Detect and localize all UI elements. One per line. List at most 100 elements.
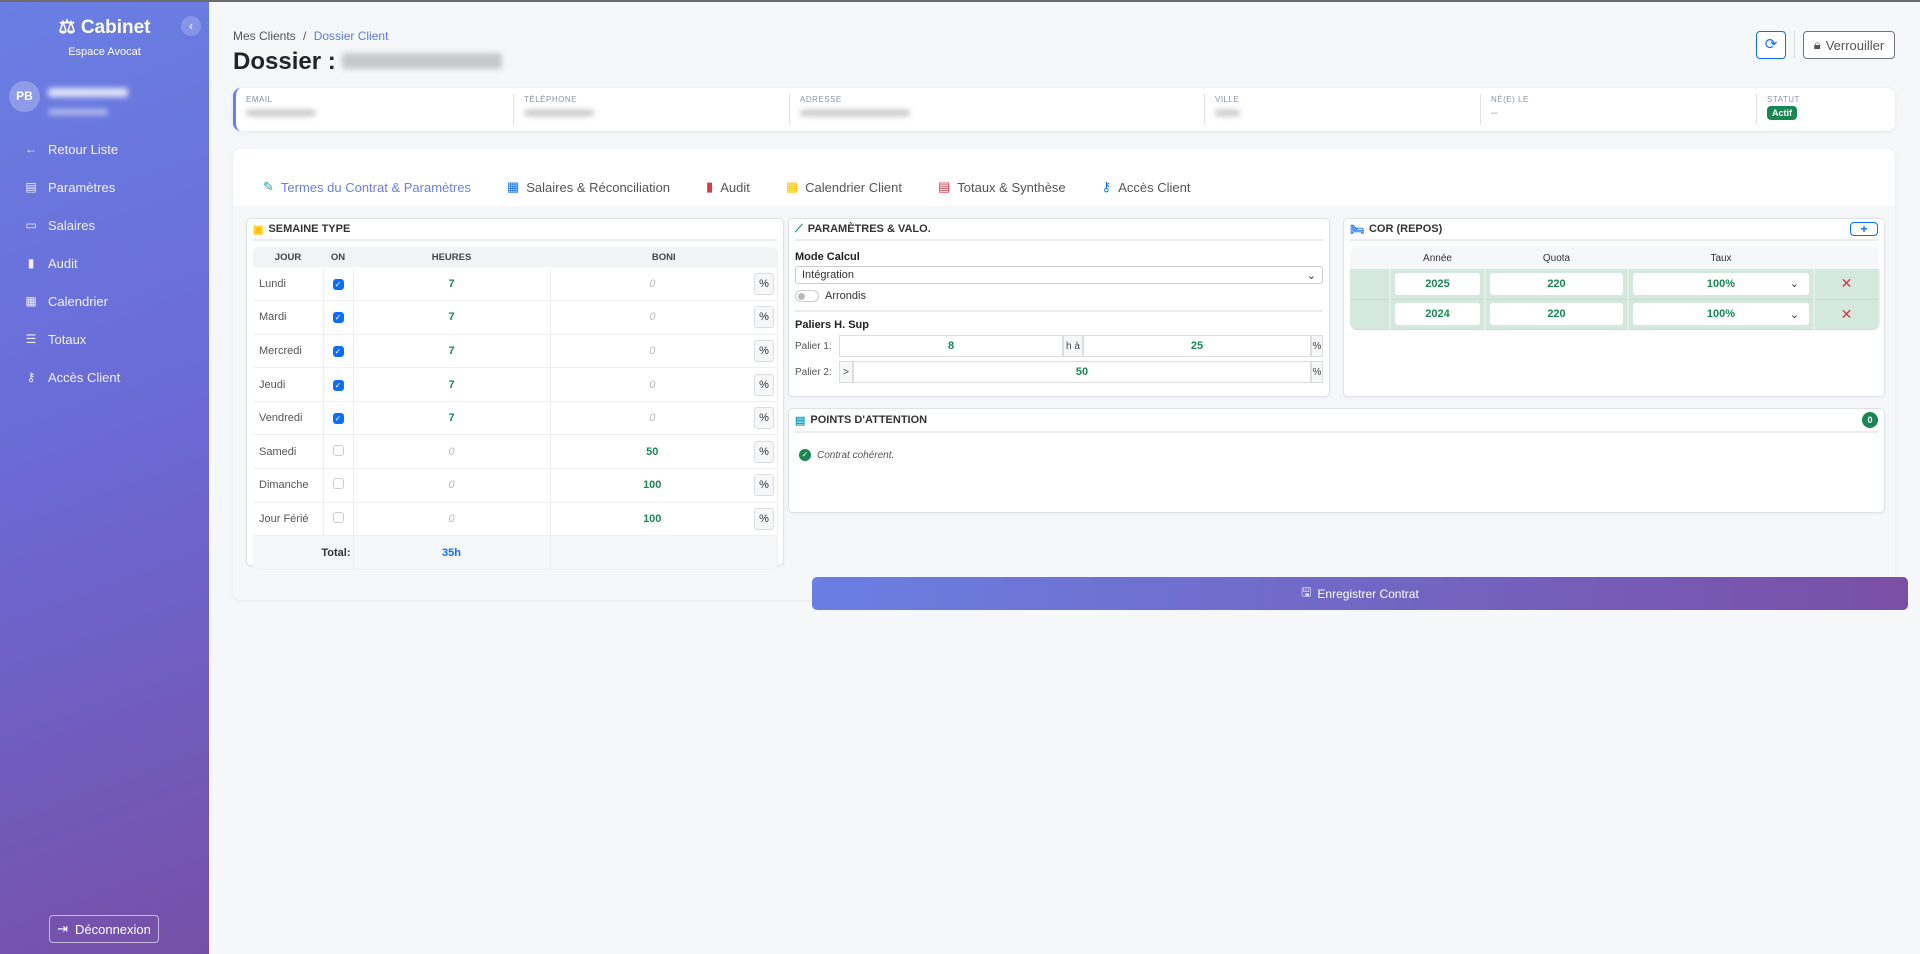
percent-addon: %: [754, 339, 774, 362]
hours-input[interactable]: 7: [353, 367, 551, 402]
tab-totaux[interactable]: ▤ Totaux & Synthèse: [938, 179, 1066, 195]
chart-line-icon: ⟋: [795, 222, 803, 235]
boni-input[interactable]: 0: [649, 311, 656, 324]
palier1-hours-input[interactable]: 8: [839, 335, 1063, 357]
hours-input[interactable]: 7: [353, 401, 551, 436]
percent-addon: %: [754, 507, 774, 530]
cor-rate-select[interactable]: 100% ⌄: [1633, 272, 1809, 295]
info-label: Statut: [1767, 95, 1800, 104]
tab-acces-client[interactable]: ⚷ Accès Client: [1102, 179, 1191, 195]
info-telephone: Téléphone: [514, 94, 790, 125]
day-enabled-checkbox[interactable]: ✓: [332, 379, 344, 391]
tab-salaires[interactable]: ▦ Salaires & Réconciliation: [507, 179, 670, 195]
tab-calendrier[interactable]: ▦ Calendrier Client: [786, 179, 902, 195]
main-content: Mes Clients / Dossier Client Dossier : ⟳…: [209, 2, 1920, 952]
day-enabled-checkbox[interactable]: ✓: [332, 345, 344, 357]
tab-termes-contrat[interactable]: ✎ Termes du Contrat & Paramètres: [263, 179, 471, 195]
lock-button[interactable]: 🔒︎ Verrouiller: [1803, 31, 1895, 59]
info-adresse: Adresse: [790, 94, 1205, 125]
panel-header: ▣ SEMAINE TYPE: [253, 219, 777, 241]
day-enabled-checkbox[interactable]: ✓: [332, 413, 344, 425]
boni-input[interactable]: 0: [649, 277, 656, 290]
percent-addon: %: [1311, 335, 1323, 357]
day-enabled-checkbox[interactable]: [332, 511, 344, 523]
sidebar-item-parametres[interactable]: ▤ Paramètres: [0, 168, 209, 206]
calendar-icon: ▦: [785, 179, 799, 194]
contract-card: ✎ Termes du Contrat & Paramètres ▦ Salaire…: [233, 149, 1908, 610]
cor-panel: 🛏︎ COR (REPOS) + Année Quota Taux 2025 220 …: [1343, 218, 1885, 397]
client-info-bar: Email Téléphone Adresse Ville Né(e) le --…: [233, 88, 1895, 131]
boni-input[interactable]: 0: [649, 344, 656, 357]
tab-label: Salaires & Réconciliation: [526, 179, 671, 195]
semaine-row: Lundi ✓ 7 0%: [253, 267, 778, 302]
breadcrumb-separator: /: [303, 29, 307, 43]
info-ville: Ville: [1205, 94, 1481, 125]
day-enabled-checkbox[interactable]: [332, 478, 344, 490]
sidebar-item-label: Calendrier: [48, 293, 108, 309]
cor-year-input[interactable]: 2024: [1395, 303, 1480, 325]
points-attention-panel: ▤ POINTS D'ATTENTION 0 ✓ Contrat cohérent…: [788, 408, 1885, 513]
day-label: Mardi: [253, 300, 324, 335]
mode-calcul-select[interactable]: Intégration ⌄: [795, 266, 1323, 284]
cor-year-input[interactable]: 2025: [1395, 272, 1480, 295]
day-label: Mercredi: [253, 334, 324, 369]
refresh-button[interactable]: ⟳: [1756, 31, 1786, 59]
delete-cor-button[interactable]: ✕: [1814, 299, 1880, 330]
sidebar-item-acces-client[interactable]: ⚷ Accès Client: [0, 358, 209, 396]
boni-input[interactable]: 0: [649, 412, 656, 425]
cor-quota-input[interactable]: 220: [1490, 272, 1623, 295]
hours-input[interactable]: 0: [353, 468, 551, 503]
boni-input[interactable]: 50: [646, 445, 659, 458]
sidebar-item-calendrier[interactable]: ▦ Calendrier: [0, 282, 209, 320]
hours-input[interactable]: 0: [353, 434, 551, 470]
check-circle-icon: ✓: [799, 449, 811, 461]
delete-cor-button[interactable]: ✕: [1814, 269, 1880, 300]
cor-quota-input[interactable]: 220: [1490, 303, 1623, 325]
table-icon: ▦: [506, 179, 520, 194]
boni-input[interactable]: 100: [643, 479, 662, 492]
logout-label: Déconnexion: [75, 921, 151, 937]
chart-bar-icon: ☰: [25, 332, 37, 346]
day-enabled-checkbox[interactable]: [332, 444, 344, 456]
brand-subtitle: Espace Avocat: [68, 46, 141, 58]
boni-input[interactable]: 100: [643, 512, 662, 525]
collapse-sidebar-button[interactable]: ‹: [181, 16, 201, 36]
palier1-row: Palier 1: 8 h à 25 %: [795, 335, 1323, 357]
percent-addon: %: [754, 407, 774, 430]
file-signature-icon: ✎: [263, 179, 274, 194]
clipboard-check-icon: ▮: [27, 256, 35, 270]
info-label: Téléphone: [524, 95, 577, 104]
boni-input[interactable]: 0: [649, 378, 656, 391]
palier2-rate-input[interactable]: 50: [853, 361, 1311, 383]
tab-audit[interactable]: ▮ Audit: [706, 179, 750, 195]
day-enabled-checkbox[interactable]: ✓: [332, 312, 344, 324]
percent-addon: %: [754, 272, 774, 295]
hours-input[interactable]: 7: [353, 267, 551, 302]
palier2-label: Palier 2:: [795, 366, 832, 378]
semaine-row: Jeudi ✓ 7 0%: [253, 367, 778, 402]
arrondis-toggle[interactable]: [795, 290, 819, 302]
palier1-rate-input[interactable]: 25: [1083, 335, 1311, 357]
hours-input[interactable]: 0: [353, 502, 551, 537]
day-enabled-checkbox[interactable]: ✓: [332, 278, 344, 290]
panel-title: COR (REPOS): [1368, 223, 1443, 235]
save-contract-button[interactable]: 🖫︎ Enregistrer Contrat: [812, 577, 1908, 610]
sidebar-item-totaux[interactable]: ☰ Totaux: [0, 320, 209, 358]
tab-label: Totaux & Synthèse: [957, 179, 1066, 195]
hours-input[interactable]: 7: [353, 300, 551, 335]
file-contract-icon: ▤: [25, 180, 37, 194]
sidebar: ⚖ Cabinet ‹ Espace Avocat PB ← Retour Lis…: [0, 2, 209, 954]
add-cor-button[interactable]: +: [1850, 222, 1878, 236]
cor-rate-select[interactable]: 100% ⌄: [1633, 303, 1809, 325]
breadcrumb-mes-clients[interactable]: Mes Clients: [233, 29, 296, 43]
sidebar-item-salaires[interactable]: ▭ Salaires: [0, 206, 209, 244]
sidebar-item-audit[interactable]: ▮ Audit: [0, 244, 209, 282]
semaine-row: Mardi ✓ 7 0%: [253, 300, 778, 335]
sidebar-item-retour-liste[interactable]: ← Retour Liste: [0, 130, 209, 168]
money-bill-icon: ▭: [25, 218, 37, 232]
day-label: Dimanche: [253, 468, 324, 503]
hours-input[interactable]: 7: [353, 334, 551, 369]
arrow-left-icon: ←: [25, 142, 37, 156]
info-statut: Statut Actif: [1757, 94, 1895, 125]
logout-button[interactable]: ⇥ Déconnexion: [49, 915, 159, 943]
